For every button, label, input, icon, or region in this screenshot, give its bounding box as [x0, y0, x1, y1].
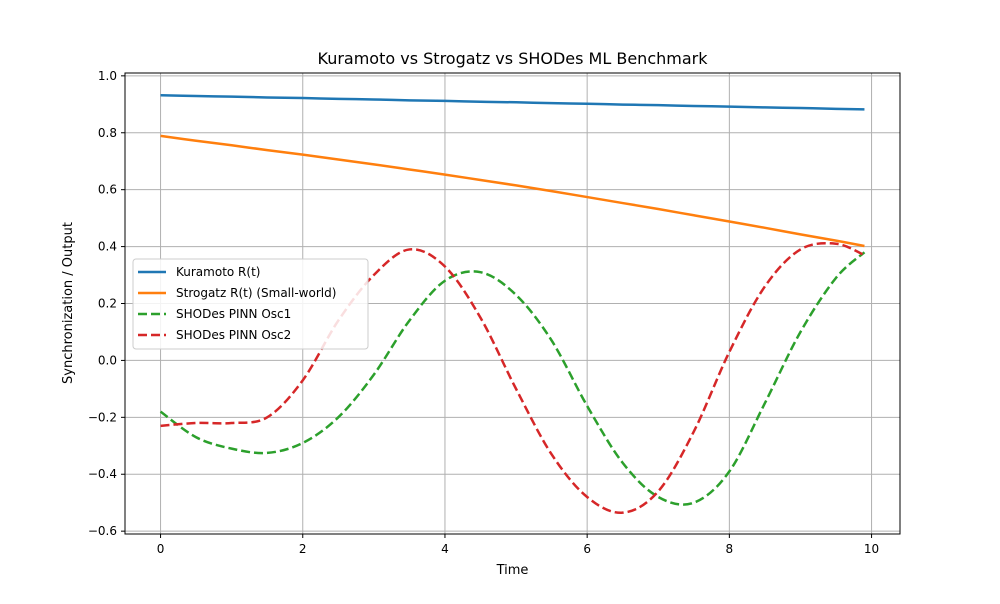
series-line	[159, 251, 866, 506]
series-line	[160, 93, 865, 111]
legend-label: Kuramoto R(t)	[176, 265, 260, 279]
x-axis-label: Time	[496, 563, 529, 578]
x-tick-label: 8	[726, 542, 734, 556]
x-tick-label: 10	[864, 542, 879, 556]
y-tick-label: 0.8	[98, 126, 117, 140]
y-tick-label: 0.4	[98, 240, 117, 254]
legend-label: Strogatz R(t) (Small-world)	[176, 286, 336, 300]
series-line	[160, 241, 865, 514]
series-lines	[159, 93, 866, 514]
legend-box	[132, 258, 369, 350]
y-axis-label: Synchronization / Output	[61, 222, 76, 384]
y-tick-label: −0.2	[88, 410, 117, 424]
legend: Kuramoto R(t) Strogatz R(t) (Small-world)…	[132, 258, 369, 350]
axis-ticks: 0 2 4 6 8 10 −0.6 −0.4 −0.2 0.0 0.2 0.4 0.6 0.8 1.0	[88, 69, 879, 556]
grid-lines	[125, 73, 900, 534]
x-tick-label: 4	[441, 542, 449, 556]
y-tick-label: 0.6	[98, 183, 117, 197]
legend-label: SHODes PINN Osc1	[176, 307, 291, 321]
y-tick-label: 0.2	[98, 297, 117, 311]
y-tick-label: 0.0	[98, 353, 117, 367]
y-tick-label: 1.0	[98, 69, 117, 83]
legend-label: SHODes PINN Osc2	[176, 328, 291, 342]
x-tick-label: 6	[583, 542, 591, 556]
chart-title: Kuramoto vs Strogatz vs SHODes ML Benchm…	[318, 49, 709, 68]
series-line	[160, 134, 865, 248]
y-tick-label: −0.4	[88, 467, 117, 481]
x-tick-label: 0	[157, 542, 165, 556]
x-tick-label: 2	[299, 542, 307, 556]
y-tick-label: −0.6	[88, 524, 117, 538]
